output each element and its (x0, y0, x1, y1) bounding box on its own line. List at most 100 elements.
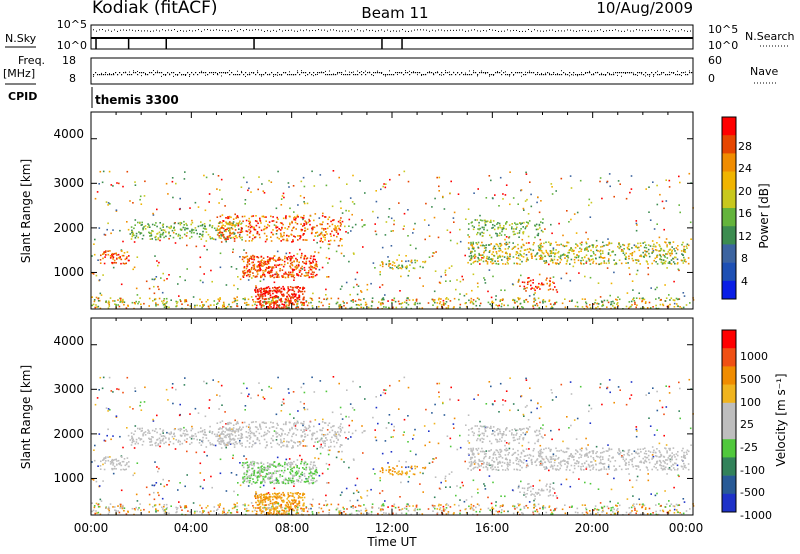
power-point (199, 224, 202, 227)
freq-mark (271, 72, 273, 74)
power-point (584, 275, 586, 278)
velocity-point (126, 427, 128, 429)
velocity-point (289, 413, 291, 416)
power-point (645, 301, 647, 303)
velocity-data-points (91, 376, 695, 516)
velocity-point (210, 475, 212, 478)
power-point (534, 304, 536, 307)
velocity-point (555, 396, 557, 398)
power-point (393, 223, 395, 226)
power-point (651, 262, 653, 265)
velocity-point (599, 502, 602, 504)
power-point (594, 301, 596, 304)
power-point (321, 223, 323, 226)
velocity-point (132, 438, 134, 441)
power-point (199, 233, 202, 235)
nave-mark (101, 72, 102, 74)
power-point (321, 215, 324, 217)
power-point (540, 258, 542, 260)
power-point (333, 219, 335, 221)
power-point (549, 283, 551, 285)
power-point (287, 262, 289, 264)
power-point (251, 261, 253, 264)
power-point (276, 296, 278, 298)
power-point (285, 216, 287, 219)
velocity-point (476, 488, 479, 491)
power-point (103, 251, 106, 253)
freq-mark (407, 72, 409, 74)
velocity-point (321, 472, 324, 475)
power-point (512, 299, 514, 301)
velocity-point (165, 508, 168, 510)
velocity-point (132, 408, 134, 410)
power-point (297, 204, 299, 206)
power-point (414, 303, 416, 306)
power-point (675, 247, 678, 249)
velocity-point (390, 423, 393, 426)
power-point (352, 286, 355, 289)
power-point (562, 254, 564, 256)
power-point (594, 299, 597, 301)
velocity-point (214, 444, 217, 447)
velocity-point (183, 384, 186, 386)
velocity-point (325, 494, 327, 497)
power-point (569, 279, 572, 282)
power-point (271, 296, 273, 299)
power-point (269, 258, 271, 261)
power-point (270, 236, 272, 238)
power-point (566, 256, 569, 258)
power-point (184, 171, 186, 173)
velocity-point (147, 429, 149, 431)
velocity-point (492, 468, 495, 470)
power-point (513, 299, 516, 302)
freq-mark (395, 72, 397, 74)
power-point (631, 253, 633, 255)
velocity-point (485, 403, 488, 405)
power-point (367, 306, 370, 309)
power-point (277, 297, 280, 299)
power-point (424, 260, 427, 263)
power-point (568, 300, 571, 302)
power-point (282, 275, 285, 277)
power-point (501, 299, 504, 301)
velocity-point (148, 437, 150, 440)
power-point (316, 273, 318, 276)
power-point (304, 275, 307, 277)
power-point (264, 291, 266, 293)
power-point (287, 286, 289, 288)
power-point (318, 297, 321, 299)
power-point (179, 276, 181, 278)
nave-mark (653, 75, 654, 77)
power-point (542, 300, 544, 302)
velocity-point (144, 386, 146, 389)
power-point (302, 261, 304, 263)
nave-mark (461, 72, 462, 74)
colorbar-cell (722, 226, 736, 245)
power-point (308, 270, 310, 272)
power-point (506, 257, 508, 260)
power-point (266, 287, 268, 289)
power-point (162, 304, 165, 306)
power-point (360, 290, 362, 292)
power-point (342, 300, 344, 303)
velocity-point (459, 446, 462, 449)
power-point (527, 281, 529, 283)
power-point (630, 175, 633, 177)
power-point (469, 252, 472, 254)
power-point (252, 234, 254, 237)
power-point (184, 229, 186, 231)
power-point (304, 254, 306, 257)
velocity-point (444, 480, 447, 482)
power-point (135, 300, 137, 303)
velocity-point (221, 404, 223, 406)
velocity-point (328, 463, 331, 466)
power-point (677, 268, 680, 271)
power-point (676, 263, 679, 265)
power-point (98, 227, 101, 229)
velocity-point (162, 432, 164, 434)
power-point (109, 255, 112, 257)
power-point (631, 257, 634, 260)
freq-mark (205, 72, 207, 74)
power-point (99, 262, 102, 264)
power-point (259, 262, 261, 265)
